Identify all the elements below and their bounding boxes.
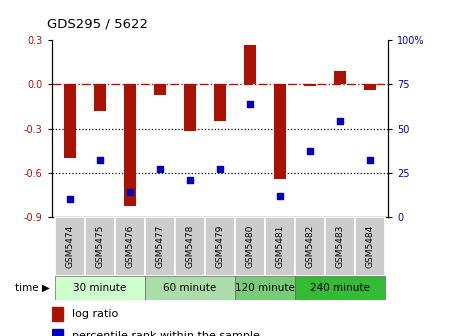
Bar [154, 84, 166, 95]
Point [367, 158, 374, 163]
Bar [94, 84, 106, 111]
Point [277, 193, 284, 198]
Text: GSM5484: GSM5484 [366, 224, 375, 268]
Point [96, 158, 103, 163]
Bar [145, 217, 175, 276]
Bar [244, 45, 256, 84]
Bar [295, 276, 385, 300]
Bar [325, 217, 355, 276]
Text: 240 minute: 240 minute [310, 283, 370, 293]
Bar [175, 217, 205, 276]
Text: percentile rank within the sample: percentile rank within the sample [72, 331, 260, 336]
Bar [145, 276, 235, 300]
Bar [52, 307, 63, 321]
Text: GSM5475: GSM5475 [95, 224, 104, 268]
Text: GSM5477: GSM5477 [155, 224, 164, 268]
Bar [265, 217, 295, 276]
Bar [85, 217, 115, 276]
Bar [214, 84, 226, 121]
Point [247, 101, 254, 107]
Bar [355, 217, 385, 276]
Text: 60 minute: 60 minute [163, 283, 216, 293]
Text: GDS295 / 5622: GDS295 / 5622 [47, 17, 148, 30]
Point [66, 196, 73, 202]
Bar [364, 84, 376, 90]
Text: GSM5478: GSM5478 [185, 224, 194, 268]
Text: 120 minute: 120 minute [235, 283, 295, 293]
Bar [55, 276, 145, 300]
Text: 30 minute: 30 minute [73, 283, 126, 293]
Text: GSM5479: GSM5479 [216, 224, 224, 268]
Bar [334, 71, 346, 84]
Bar [184, 84, 196, 131]
Bar [235, 217, 265, 276]
Text: GSM5482: GSM5482 [306, 224, 315, 268]
Point [337, 119, 344, 124]
Text: GSM5474: GSM5474 [65, 224, 74, 268]
Point [307, 149, 314, 154]
Text: log ratio: log ratio [72, 309, 118, 319]
Bar [205, 217, 235, 276]
Text: GSM5481: GSM5481 [276, 224, 285, 268]
Bar [55, 217, 85, 276]
Point [216, 166, 224, 172]
Text: GSM5483: GSM5483 [336, 224, 345, 268]
Bar [295, 217, 325, 276]
Text: time ▶: time ▶ [14, 283, 49, 293]
Bar [52, 329, 63, 336]
Bar [235, 276, 295, 300]
Bar [115, 217, 145, 276]
Text: GSM5480: GSM5480 [246, 224, 255, 268]
Point [156, 166, 163, 172]
Point [186, 177, 194, 182]
Text: GSM5476: GSM5476 [125, 224, 134, 268]
Bar [124, 84, 136, 206]
Bar [274, 84, 286, 178]
Bar [304, 84, 316, 86]
Bar [64, 84, 76, 158]
Point [126, 190, 133, 195]
